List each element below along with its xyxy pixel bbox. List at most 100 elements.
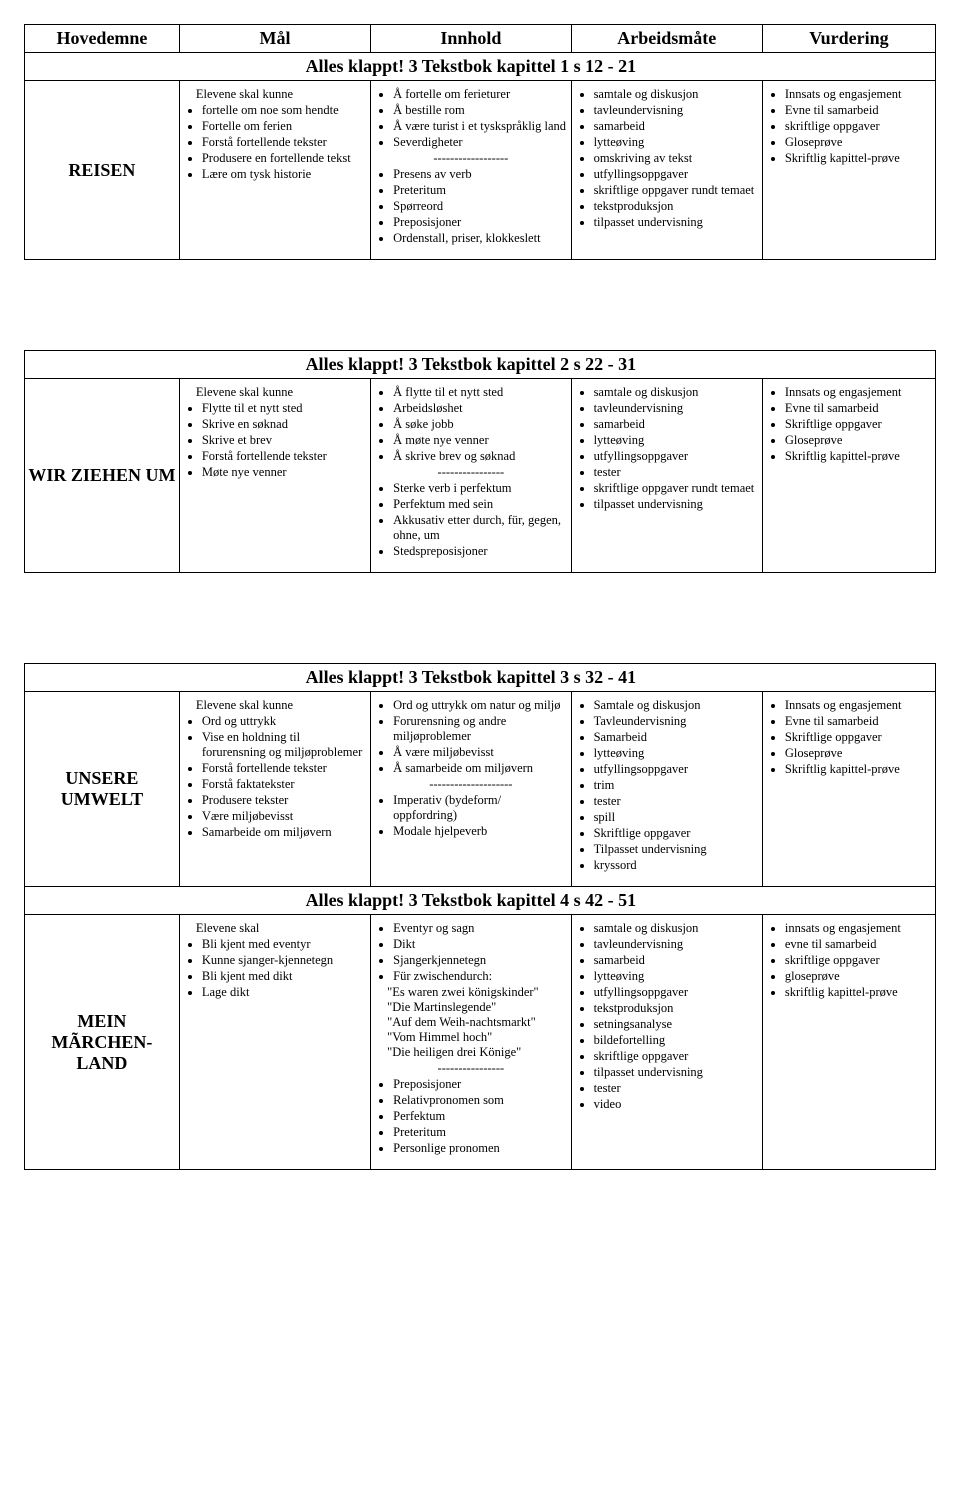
- list-item: Kunne sjanger-kjennetegn: [202, 953, 366, 968]
- list-item: Å bestille rom: [393, 103, 566, 118]
- innhold-list-b: Sterke verb i perfektumPerfektum med sei…: [375, 481, 566, 559]
- list-item: Evne til samarbeid: [785, 401, 931, 416]
- list-item: lytteøving: [594, 746, 758, 761]
- list-item: Arbeidsløshet: [393, 401, 566, 416]
- vurdering-list: Innsats og engasjementEvne til samarbeid…: [767, 87, 931, 166]
- list-item: innsats og engasjement: [785, 921, 931, 936]
- vurdering-cell: Innsats og engasjementEvne til samarbeid…: [762, 692, 935, 887]
- list-item: Å fortelle om ferieturer: [393, 87, 566, 102]
- vurdering-cell: Innsats og engasjementEvne til samarbeid…: [762, 379, 935, 573]
- list-item: Samtale og diskusjon: [594, 698, 758, 713]
- list-item: samtale og diskusjon: [594, 385, 758, 400]
- list-item: video: [594, 1097, 758, 1112]
- list-item: tilpasset undervisning: [594, 1065, 758, 1080]
- content-row: MEIN MÃRCHEN-LAND Elevene skal Bli kjent…: [25, 915, 936, 1170]
- list-item: samarbeid: [594, 119, 758, 134]
- arbeid-list: samtale og diskusjontavleundervisningsam…: [576, 87, 758, 230]
- arbeid-cell: Samtale og diskusjonTavleundervisningSam…: [571, 692, 762, 887]
- header-maal: Mål: [179, 25, 370, 53]
- curriculum-table-3-4: Alles klappt! 3 Tekstbok kapittel 3 s 32…: [24, 663, 936, 1170]
- list-item: Sterke verb i perfektum: [393, 481, 566, 496]
- list-item: Innsats og engasjement: [785, 87, 931, 102]
- list-item: Tavleundervisning: [594, 714, 758, 729]
- list-item: Dikt: [393, 937, 566, 952]
- curriculum-table-2: Alles klappt! 3 Tekstbok kapittel 2 s 22…: [24, 350, 936, 573]
- list-item: Lære om tysk historie: [202, 167, 366, 182]
- list-item: Møte nye venner: [202, 465, 366, 480]
- maal-cell: Elevene skal kunne fortelle om noe som h…: [179, 81, 370, 260]
- innhold-list-a: Å fortelle om ferieturerÅ bestille romÅ …: [375, 87, 566, 150]
- list-item: Imperativ (bydeform/ oppfordring): [393, 793, 566, 823]
- maal-lead: Elevene skal kunne: [196, 87, 366, 102]
- list-item: Forstå fortellende tekster: [202, 449, 366, 464]
- list-item: Tilpasset undervisning: [594, 842, 758, 857]
- list-item: tester: [594, 465, 758, 480]
- maal-list: fortelle om noe som hendteFortelle om fe…: [184, 103, 366, 182]
- list-item: fortelle om noe som hendte: [202, 103, 366, 118]
- innhold-list-b: Imperativ (bydeform/ oppfordring)Modale …: [375, 793, 566, 839]
- list-item: tilpasset undervisning: [594, 497, 758, 512]
- list-item: Modale hjelpeverb: [393, 824, 566, 839]
- chapter-row: Alles klappt! 3 Tekstbok kapittel 4 s 42…: [25, 887, 936, 915]
- list-item: Ordenstall, priser, klokkeslett: [393, 231, 566, 246]
- arbeid-list: samtale og diskusjontavleundervisningsam…: [576, 385, 758, 512]
- list-item: Gloseprøve: [785, 746, 931, 761]
- list-item: skriftlige oppgaver: [594, 1049, 758, 1064]
- list-item: Ord og uttrykk: [202, 714, 366, 729]
- list-item: utfyllingsoppgaver: [594, 762, 758, 777]
- list-item: tavleundervisning: [594, 103, 758, 118]
- list-item: Spørreord: [393, 199, 566, 214]
- header-innhold: Innhold: [371, 25, 571, 53]
- list-item: omskriving av tekst: [594, 151, 758, 166]
- list-item: Perfektum: [393, 1109, 566, 1124]
- list-item: Samarbeid: [594, 730, 758, 745]
- list-item: samarbeid: [594, 417, 758, 432]
- topic-cell: WIR ZIEHEN UM: [25, 379, 180, 573]
- innhold-list-a: Ord og uttrykk om natur og miljøForurens…: [375, 698, 566, 776]
- chapter-row: Alles klappt! 3 Tekstbok kapittel 3 s 32…: [25, 664, 936, 692]
- list-item: Være miljøbevisst: [202, 809, 366, 824]
- innhold-list-b: Presens av verbPreteritumSpørreordPrepos…: [375, 167, 566, 246]
- list-item: Für zwischendurch:: [393, 969, 566, 984]
- separator: ----------------: [375, 465, 566, 480]
- list-item: Produsere tekster: [202, 793, 366, 808]
- list-item: Skrive en søknad: [202, 417, 366, 432]
- topic-cell: MEIN MÃRCHEN-LAND: [25, 915, 180, 1170]
- list-item: Å samarbeide om miljøvern: [393, 761, 566, 776]
- list-item: tester: [594, 1081, 758, 1096]
- header-arbeidsmaate: Arbeidsmåte: [571, 25, 762, 53]
- list-item: Preposisjoner: [393, 1077, 566, 1092]
- arbeid-cell: samtale og diskusjontavleundervisningsam…: [571, 379, 762, 573]
- list-item: samarbeid: [594, 953, 758, 968]
- chapter-row: Alles klappt! 3 Tekstbok kapittel 1 s 12…: [25, 53, 936, 81]
- list-item: Preposisjoner: [393, 215, 566, 230]
- list-item: Å flytte til et nytt sted: [393, 385, 566, 400]
- list-item: Ord og uttrykk om natur og miljø: [393, 698, 566, 713]
- vurdering-list: Innsats og engasjementEvne til samarbeid…: [767, 385, 931, 464]
- list-item: skriftlige oppgaver: [785, 119, 931, 134]
- list-item: Flytte til et nytt sted: [202, 401, 366, 416]
- list-item: Å møte nye venner: [393, 433, 566, 448]
- list-item: samtale og diskusjon: [594, 87, 758, 102]
- list-item: samtale og diskusjon: [594, 921, 758, 936]
- content-row: UNSERE UMWELT Elevene skal kunne Ord og …: [25, 692, 936, 887]
- list-item: Vise en holdning til forurensning og mil…: [202, 730, 366, 760]
- list-item: Forstå fortellende tekster: [202, 135, 366, 150]
- list-item: Å være turist i et tyskspråklig land: [393, 119, 566, 134]
- header-hovedemne: Hovedemne: [25, 25, 180, 53]
- book-title: Alles klappt!: [306, 354, 405, 374]
- list-item: tekstproduksjon: [594, 1001, 758, 1016]
- maal-list: Flytte til et nytt stedSkrive en søknadS…: [184, 401, 366, 480]
- list-item: Skriftlige oppgaver: [594, 826, 758, 841]
- list-item: Skriftlig kapittel-prøve: [785, 762, 931, 777]
- list-item: Severdigheter: [393, 135, 566, 150]
- list-item: Å være miljøbevisst: [393, 745, 566, 760]
- list-item: skriftlig kapittel-prøve: [785, 985, 931, 1000]
- list-item: tekstproduksjon: [594, 199, 758, 214]
- list-item: setningsanalyse: [594, 1017, 758, 1032]
- vurdering-list: Innsats og engasjementEvne til samarbeid…: [767, 698, 931, 777]
- innhold-list-a: Eventyr og sagnDiktSjangerkjennetegnFür …: [375, 921, 566, 984]
- list-item: Skriftlig kapittel-prøve: [785, 449, 931, 464]
- list-item: tester: [594, 794, 758, 809]
- innhold-cell: Å fortelle om ferieturerÅ bestille romÅ …: [371, 81, 571, 260]
